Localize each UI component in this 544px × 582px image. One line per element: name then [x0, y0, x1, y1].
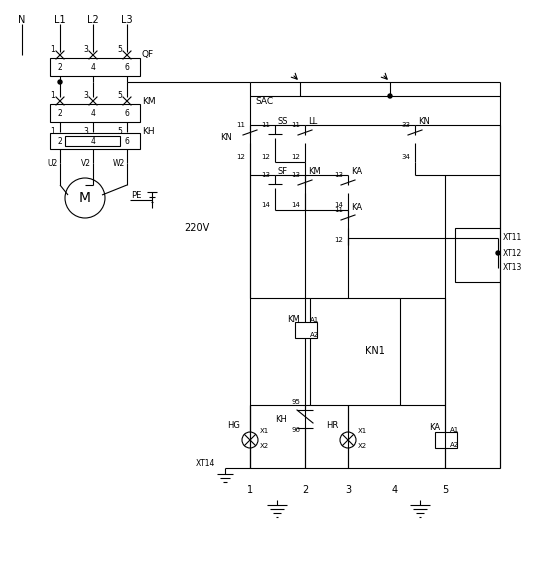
Text: 14: 14 — [291, 202, 300, 208]
Text: 5: 5 — [118, 91, 122, 101]
Text: 1: 1 — [247, 485, 253, 495]
Text: 3: 3 — [345, 485, 351, 495]
Text: A1: A1 — [310, 317, 319, 323]
Text: 11: 11 — [334, 207, 343, 213]
Text: M: M — [79, 191, 91, 205]
Text: XT14: XT14 — [196, 459, 215, 467]
Text: 5: 5 — [442, 485, 448, 495]
Text: 13: 13 — [261, 172, 270, 178]
Text: 95: 95 — [291, 399, 300, 405]
Text: 5: 5 — [118, 45, 122, 55]
Text: PE: PE — [132, 190, 142, 200]
Bar — [310, 298, 400, 405]
Text: 33: 33 — [401, 122, 410, 128]
Text: L3: L3 — [121, 15, 133, 25]
Text: 2: 2 — [58, 62, 63, 72]
Text: 12: 12 — [261, 154, 270, 160]
Text: HG: HG — [227, 421, 240, 430]
Text: 14: 14 — [261, 202, 270, 208]
Circle shape — [242, 432, 258, 448]
Text: XT12: XT12 — [503, 249, 522, 257]
Text: 220V: 220V — [184, 223, 209, 233]
Text: KM: KM — [287, 315, 300, 325]
Text: 3: 3 — [84, 45, 89, 55]
Text: KH: KH — [142, 126, 154, 136]
Text: 14: 14 — [334, 202, 343, 208]
Circle shape — [58, 80, 62, 84]
Text: KN1: KN1 — [365, 346, 385, 356]
Text: KA: KA — [429, 424, 440, 432]
Text: 5: 5 — [118, 126, 122, 136]
Text: 6: 6 — [125, 108, 129, 118]
Text: 12: 12 — [236, 154, 245, 160]
Text: 4: 4 — [90, 62, 95, 72]
Text: QF: QF — [142, 51, 154, 59]
Text: 13: 13 — [334, 172, 343, 178]
Bar — [65, 136, 120, 146]
Text: 12: 12 — [291, 154, 300, 160]
Text: 12: 12 — [334, 237, 343, 243]
Text: A1: A1 — [450, 427, 459, 433]
Text: 3: 3 — [84, 91, 89, 101]
Text: X1: X1 — [260, 428, 269, 434]
Text: 13: 13 — [291, 172, 300, 178]
Circle shape — [496, 251, 500, 255]
Text: KM: KM — [142, 97, 156, 105]
Text: 6: 6 — [125, 62, 129, 72]
Text: X2: X2 — [358, 443, 367, 449]
Text: 2: 2 — [58, 137, 63, 147]
Circle shape — [340, 432, 356, 448]
Text: V2: V2 — [81, 158, 91, 168]
Text: SAC: SAC — [255, 97, 273, 105]
Text: LL: LL — [308, 116, 317, 126]
Text: KA: KA — [351, 204, 362, 212]
Text: KH: KH — [275, 414, 287, 424]
Text: 34: 34 — [401, 154, 410, 160]
Text: 11: 11 — [236, 122, 245, 128]
Text: KN: KN — [418, 116, 430, 126]
Text: A2: A2 — [310, 332, 319, 338]
Text: 11: 11 — [261, 122, 270, 128]
Text: N: N — [18, 15, 26, 25]
Text: 2: 2 — [302, 485, 308, 495]
Text: W2: W2 — [113, 158, 125, 168]
Text: 4: 4 — [90, 108, 95, 118]
Text: 11: 11 — [291, 122, 300, 128]
Text: 4: 4 — [392, 485, 398, 495]
Text: 2: 2 — [58, 108, 63, 118]
Text: 1: 1 — [51, 126, 55, 136]
Text: SF: SF — [278, 166, 288, 176]
Text: 6: 6 — [125, 137, 129, 147]
Circle shape — [388, 94, 392, 98]
Text: L1: L1 — [54, 15, 66, 25]
Text: 96: 96 — [291, 427, 300, 433]
Text: 1: 1 — [51, 45, 55, 55]
Circle shape — [65, 178, 105, 218]
Bar — [50, 133, 140, 149]
Text: SS: SS — [278, 116, 288, 126]
Text: HR: HR — [326, 421, 338, 430]
Text: X2: X2 — [260, 443, 269, 449]
Text: XT11: XT11 — [503, 233, 522, 243]
Text: 3: 3 — [84, 126, 89, 136]
Text: L2: L2 — [87, 15, 99, 25]
Text: KM: KM — [308, 166, 321, 176]
Text: XT13: XT13 — [503, 264, 522, 272]
Bar — [455, 228, 500, 282]
Bar — [295, 322, 317, 338]
Text: 4: 4 — [90, 137, 95, 147]
Bar — [50, 104, 140, 122]
Text: 1: 1 — [51, 91, 55, 101]
Text: A2: A2 — [450, 442, 459, 448]
Bar — [50, 58, 140, 76]
Text: KA: KA — [351, 166, 362, 176]
Text: U2: U2 — [48, 158, 58, 168]
Text: KN: KN — [220, 133, 232, 143]
Bar — [435, 432, 457, 448]
Text: X1: X1 — [358, 428, 367, 434]
